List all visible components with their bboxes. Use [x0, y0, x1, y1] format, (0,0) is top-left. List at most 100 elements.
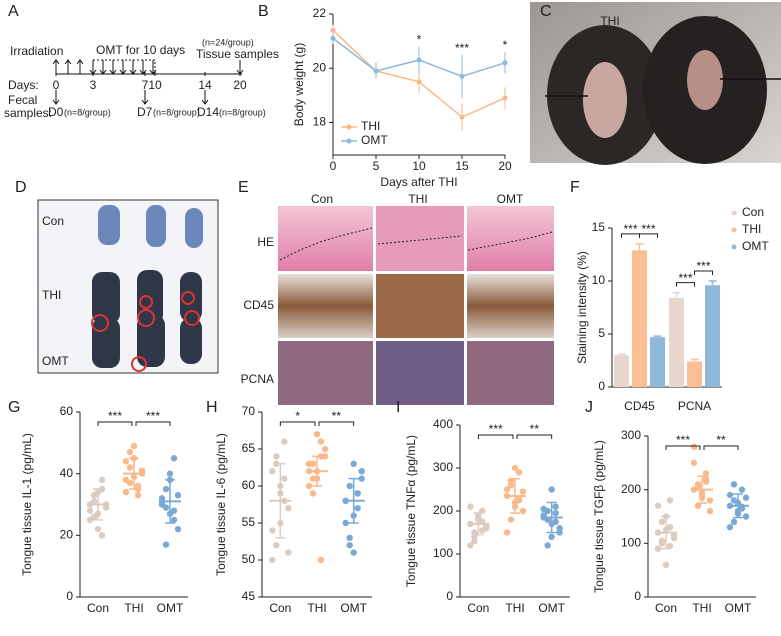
point	[317, 438, 325, 445]
x-tick-label: THI	[692, 601, 711, 615]
point	[503, 529, 511, 536]
point	[654, 502, 662, 509]
point	[162, 485, 170, 493]
y-axis-label: Body weight (g)	[292, 43, 306, 126]
y-axis-label: Tongue tissue TNFα (pg/mL)	[404, 435, 418, 587]
panel-label: H	[206, 399, 218, 416]
point	[126, 448, 134, 456]
point	[90, 513, 98, 521]
y-tick-label: 45	[242, 589, 256, 603]
point	[305, 460, 313, 467]
point	[706, 497, 714, 504]
point	[730, 518, 738, 526]
fecal-label: samples:	[4, 106, 52, 120]
legend-marker	[346, 138, 352, 144]
point	[738, 503, 746, 511]
legend-marker	[731, 244, 737, 250]
x-tick-label: 20	[498, 159, 512, 173]
day-label: 7	[142, 78, 149, 92]
point	[690, 443, 698, 450]
annotation: *	[417, 33, 422, 47]
point	[706, 507, 714, 515]
x-tick-label: OMT	[157, 601, 184, 615]
arrow-head	[89, 69, 97, 75]
row-label: CD45	[243, 298, 274, 312]
point	[519, 507, 527, 515]
y-tick-label: 15	[592, 220, 606, 234]
y-tick-label: 20	[60, 528, 74, 542]
y-tick-label: 200	[621, 482, 641, 496]
point	[166, 470, 174, 477]
y-tick-label: 40	[60, 466, 74, 480]
point	[726, 524, 734, 531]
arrow-head	[76, 59, 84, 65]
legend-label: OMT	[361, 133, 388, 147]
point	[346, 482, 353, 490]
column-label: Con	[311, 192, 333, 206]
y-tick-label: 0	[446, 589, 453, 603]
point	[305, 482, 313, 490]
annotation: ***	[641, 222, 655, 236]
point	[548, 486, 555, 493]
photo-label: THI	[42, 288, 61, 302]
y-tick-label: 50	[242, 552, 256, 566]
legend-label: THI	[742, 222, 761, 236]
arrow-head	[141, 99, 149, 105]
point	[552, 503, 559, 510]
photo-c	[530, 2, 781, 165]
point	[670, 532, 678, 539]
panel-label: C	[540, 3, 552, 20]
arrow-head	[99, 69, 107, 75]
x-tick-label: 5	[373, 159, 380, 173]
photo-label: OMT	[42, 354, 69, 368]
annotation: ***	[489, 422, 503, 436]
point	[342, 519, 349, 527]
panel-label: D	[15, 179, 27, 196]
point	[321, 445, 329, 453]
photo-d	[37, 199, 219, 374]
row-label: PCNA	[241, 372, 274, 386]
bracket	[676, 282, 695, 287]
bracket	[97, 421, 133, 426]
point	[350, 549, 357, 556]
panel-label: G	[8, 399, 20, 416]
arrow-head	[52, 59, 60, 65]
point	[702, 470, 710, 477]
legend-marker	[731, 210, 737, 216]
annotation: *	[503, 38, 508, 52]
photo-label: OMT	[692, 14, 719, 28]
annotation: **	[332, 409, 342, 423]
x-tick-label: CD45	[624, 399, 655, 413]
arrow-head	[139, 69, 147, 75]
panel-label: E	[238, 179, 249, 196]
day-label: 0	[53, 78, 60, 92]
fecal-n: (n=8/group)	[64, 107, 111, 117]
panel-label: J	[585, 399, 593, 416]
y-tick-label: 20	[313, 60, 327, 74]
annotation: **	[716, 433, 726, 447]
point	[162, 504, 170, 511]
annotation: ***	[696, 259, 710, 273]
arrow-head	[201, 99, 209, 105]
x-tick-label: OMT	[340, 601, 367, 615]
arrow-head	[236, 69, 244, 75]
panel-label: B	[258, 3, 269, 20]
treatment: OMT for 10 days	[96, 43, 185, 57]
legend-marker	[346, 124, 352, 130]
y-tick-label: 0	[634, 589, 641, 603]
point	[313, 431, 321, 438]
y-tick-label: 200	[433, 503, 453, 517]
point	[467, 542, 474, 549]
annotation: ***	[455, 41, 469, 55]
point	[666, 497, 674, 504]
point	[94, 525, 102, 533]
bar	[632, 250, 647, 387]
point	[330, 35, 336, 41]
tissue-n: (n=24/group)	[202, 37, 254, 47]
point	[690, 459, 698, 467]
point	[122, 458, 130, 465]
point	[552, 518, 559, 525]
arrow-head	[64, 59, 72, 65]
y-tick-label: 5	[598, 326, 605, 340]
point	[544, 542, 551, 549]
